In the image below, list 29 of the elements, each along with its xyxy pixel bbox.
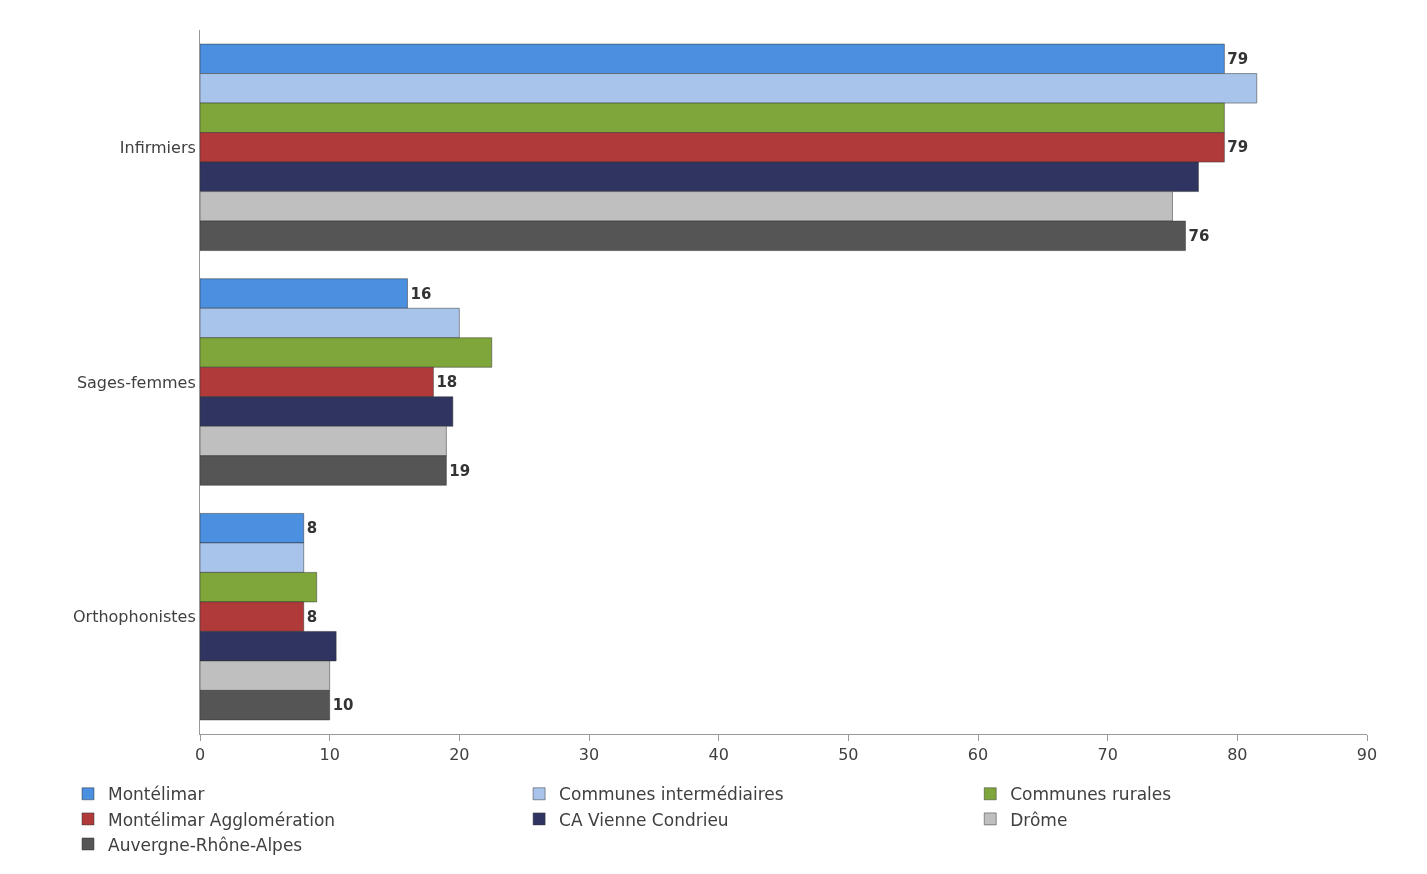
legend-label: Montélimar bbox=[108, 784, 205, 805]
y-tick-label: Orthophonistes bbox=[72, 607, 196, 627]
x-tick-label: 80 bbox=[1227, 745, 1248, 765]
x-tick-label: 50 bbox=[838, 745, 859, 765]
data-label: 19 bbox=[449, 461, 471, 480]
x-tick-label: 20 bbox=[449, 745, 470, 765]
x-tick-label: 0 bbox=[194, 745, 206, 765]
data-label: 76 bbox=[1188, 226, 1210, 245]
legend-label: Communes intermédiaires bbox=[559, 784, 784, 805]
x-tick-label: 60 bbox=[967, 745, 989, 765]
x-tick-label: 40 bbox=[708, 745, 729, 765]
data-label: 79 bbox=[1227, 138, 1249, 157]
x-tick-label: 70 bbox=[1097, 745, 1118, 765]
legend-label: Montélimar Agglomération bbox=[108, 809, 336, 830]
legend-label: Auvergne-Rhône-Alpes bbox=[108, 834, 303, 855]
data-label: 10 bbox=[332, 696, 354, 715]
x-tick-label: 90 bbox=[1356, 745, 1378, 765]
y-tick-label: Sages-femmes bbox=[76, 372, 196, 392]
legend-label: CA Vienne Condrieu bbox=[559, 809, 729, 830]
legend-label: Communes rurales bbox=[1010, 784, 1172, 805]
data-label: 8 bbox=[306, 519, 318, 538]
data-label: 79 bbox=[1227, 49, 1249, 68]
data-label: 18 bbox=[436, 373, 458, 391]
legend-label: Drôme bbox=[1010, 809, 1068, 830]
x-tick-label: 30 bbox=[578, 745, 600, 765]
data-label: 16 bbox=[410, 284, 432, 303]
data-label: 8 bbox=[306, 607, 318, 626]
y-tick-label: Infirmiers bbox=[119, 137, 196, 157]
x-tick-label: 10 bbox=[319, 745, 340, 765]
